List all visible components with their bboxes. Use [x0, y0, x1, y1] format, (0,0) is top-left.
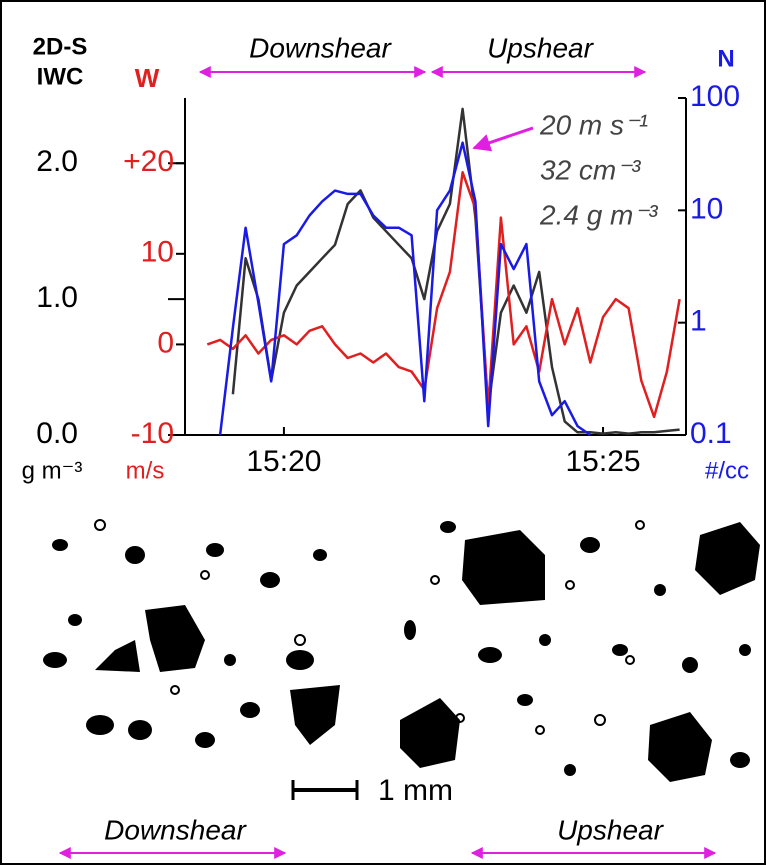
tick-label: 0.1 — [690, 417, 732, 450]
annotation: 20 m s⁻¹ — [539, 109, 648, 140]
tick-label: 1 — [690, 305, 707, 338]
tick-label: 1.0 — [36, 281, 78, 314]
tick-label: 2.0 — [36, 145, 78, 178]
particle-rings — [94, 519, 645, 735]
annotation: 32 cm⁻³ — [540, 154, 641, 185]
region-label: Downshear — [104, 814, 247, 845]
y-axis-label: IWC — [37, 63, 84, 90]
tick-label: +20 — [123, 145, 174, 178]
data-line — [218, 141, 592, 437]
tick-label: -10 — [131, 417, 174, 450]
region-label: Downshear — [249, 32, 392, 63]
plot: 0.0 1.0 2.0 -10 0 10 +20 0.1 1 10 100 15:20 15:25 — [36, 80, 740, 478]
tick-label: 100 — [690, 80, 740, 113]
particle-images — [43, 521, 760, 782]
data-line — [206, 171, 681, 419]
annotation: 2.4 g m⁻³ — [539, 199, 658, 230]
annotation-arrow — [472, 126, 534, 152]
y-unit: g m⁻³ — [22, 457, 83, 484]
x-tick-label: 15:25 — [565, 445, 640, 478]
y-axis-label: 2D-S — [33, 33, 88, 60]
region-label: Upshear — [557, 814, 665, 845]
w-axis-label: W — [135, 63, 160, 93]
data-line — [231, 107, 680, 435]
tick-label: 10 — [141, 236, 174, 269]
y2-axis-label: N — [717, 45, 734, 72]
w-unit: m/s — [126, 457, 165, 484]
y2-unit: #/cc — [705, 457, 749, 484]
x-tick-label: 15:20 — [246, 445, 321, 478]
region-label: Upshear — [487, 32, 595, 63]
tick-label: 0.0 — [36, 417, 78, 450]
scale-label: 1 mm — [378, 774, 453, 807]
tick-label: 10 — [690, 192, 723, 225]
tick-label: 0 — [157, 326, 174, 359]
